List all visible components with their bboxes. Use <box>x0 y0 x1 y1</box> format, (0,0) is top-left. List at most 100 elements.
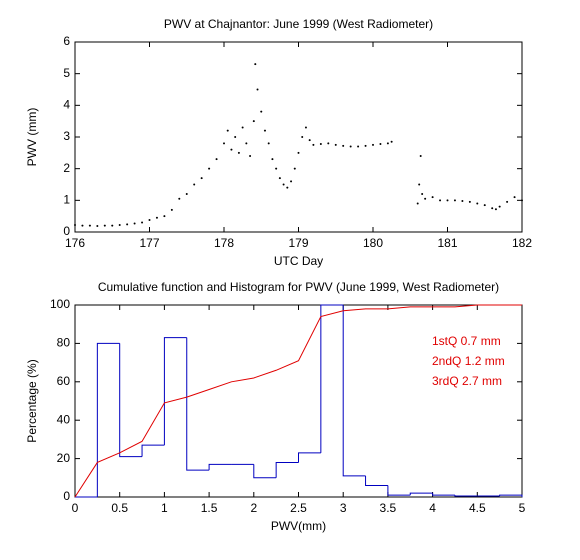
annotation: 3rdQ 2.7 mm <box>432 374 502 388</box>
x-tick-label: 5 <box>519 501 526 515</box>
y-tick-label: 20 <box>57 451 71 465</box>
y-tick-label: 4 <box>63 98 70 112</box>
data-point <box>200 177 203 180</box>
data-point <box>126 223 129 226</box>
data-point <box>424 197 427 200</box>
y-tick-label: 2 <box>63 161 70 175</box>
annotation: 2ndQ 1.2 mm <box>432 354 505 368</box>
histogram-bin <box>387 485 411 496</box>
data-point <box>453 199 456 202</box>
x-tick-label: 4 <box>429 501 436 515</box>
data-point <box>96 224 99 227</box>
x-tick-label: 181 <box>437 236 457 250</box>
histogram-bin <box>432 493 455 496</box>
histogram-bin <box>342 305 366 477</box>
histogram-bin <box>320 304 344 453</box>
histogram-bin <box>96 342 120 497</box>
data-point <box>513 196 516 199</box>
data-point <box>498 205 501 208</box>
histogram-bin <box>499 494 523 497</box>
data-point <box>386 142 389 145</box>
data-point <box>506 200 509 203</box>
data-point <box>364 144 367 147</box>
data-point <box>342 144 345 147</box>
data-point <box>421 193 424 195</box>
data-point <box>419 155 422 157</box>
data-point <box>254 63 257 66</box>
data-point <box>483 204 486 207</box>
data-point <box>263 129 266 132</box>
y-tick-label: 3 <box>63 129 70 143</box>
y-tick-label: 5 <box>63 66 70 80</box>
data-point <box>178 197 181 200</box>
data-point <box>133 222 136 225</box>
data-point <box>148 218 151 221</box>
x-tick-label: 4.5 <box>469 501 486 515</box>
histogram-bin <box>298 452 321 463</box>
data-point <box>446 199 449 202</box>
data-point <box>293 167 296 170</box>
x-tick-label: 182 <box>512 236 532 250</box>
data-point <box>193 183 196 186</box>
histogram-bin <box>141 444 165 457</box>
cumulative-line <box>74 304 522 498</box>
histogram-bin <box>119 343 143 458</box>
x-tick-label: 0.5 <box>111 501 128 515</box>
x-axis-label: PWV(mm) <box>271 519 326 533</box>
histogram-bin <box>454 495 478 497</box>
x-tick-label: 178 <box>214 236 234 250</box>
data-point <box>241 126 244 129</box>
data-point <box>416 202 419 205</box>
data-point <box>234 136 237 138</box>
y-tick-label: 0 <box>63 224 70 238</box>
data-point <box>327 142 330 145</box>
data-point <box>111 224 114 227</box>
data-point <box>185 193 188 195</box>
data-point <box>103 224 106 227</box>
data-point <box>267 142 270 145</box>
data-point <box>223 142 225 145</box>
data-point <box>275 167 278 170</box>
data-point <box>141 221 144 224</box>
x-tick-label: 177 <box>139 236 159 250</box>
chart-title: PWV at Chajnantor: June 1999 (West Radio… <box>164 17 433 31</box>
y-axis-label: PWV (mm) <box>25 108 39 167</box>
data-point <box>308 139 311 142</box>
y-axis-label: Percentage (%) <box>25 359 39 442</box>
y-tick-label: 1 <box>63 193 70 207</box>
x-tick-label: 1 <box>161 501 168 515</box>
data-point <box>476 202 479 205</box>
x-tick-label: 2.5 <box>290 501 307 515</box>
data-point <box>301 136 304 138</box>
data-point <box>439 199 442 202</box>
data-point <box>74 224 76 227</box>
data-point <box>297 151 300 154</box>
x-tick-label: 179 <box>288 236 308 250</box>
data-point <box>282 183 285 186</box>
data-point <box>468 200 471 203</box>
data-point <box>372 143 374 146</box>
data-point <box>271 158 274 161</box>
histogram-bin <box>253 464 277 479</box>
y-tick-label: 0 <box>63 489 70 503</box>
histogram-bin <box>275 461 299 478</box>
histogram-bin <box>365 475 388 486</box>
data-point <box>252 120 255 123</box>
data-point <box>379 142 382 145</box>
data-point <box>494 208 497 211</box>
histogram-bin <box>163 337 187 446</box>
data-point <box>290 180 293 183</box>
x-tick-label: 176 <box>65 236 85 250</box>
annotation: 1stQ 0.7 mm <box>432 334 501 348</box>
data-point <box>208 167 211 170</box>
data-point <box>155 216 158 219</box>
x-tick-label: 1.5 <box>201 501 218 515</box>
data-point <box>491 207 494 210</box>
data-point <box>230 148 233 151</box>
data-point <box>418 183 421 186</box>
x-tick-label: 2 <box>250 501 257 515</box>
data-point <box>88 224 91 227</box>
y-tick-label: 100 <box>50 297 70 311</box>
